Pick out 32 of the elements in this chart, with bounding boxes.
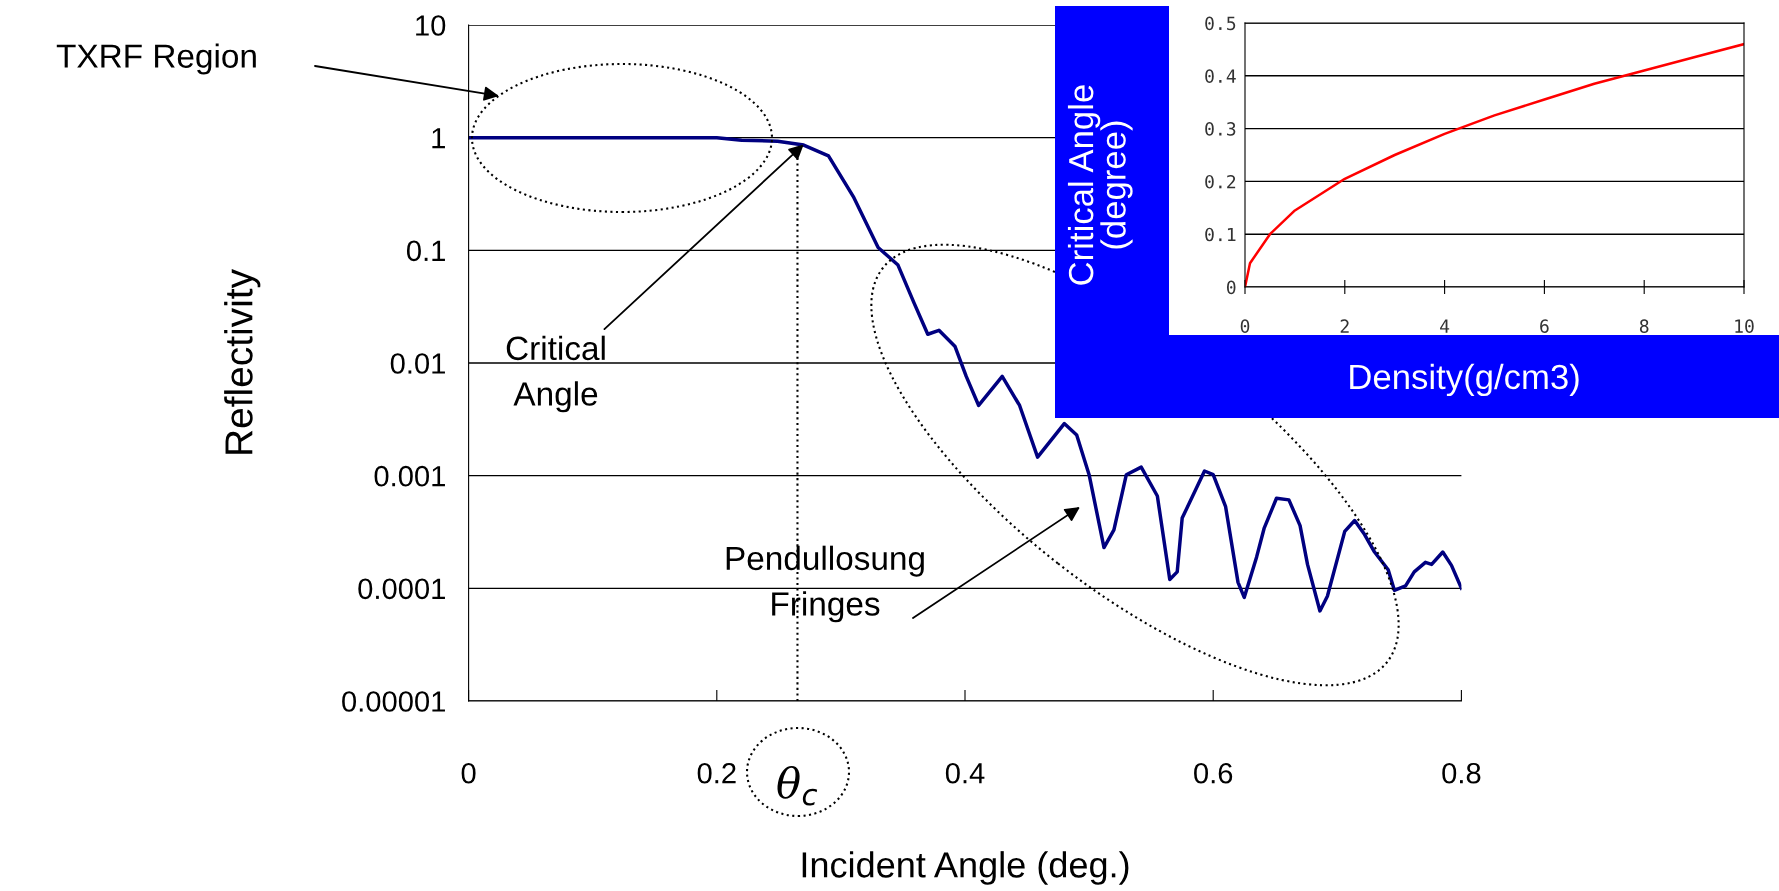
x-tick-label: 4 — [1440, 319, 1450, 333]
x-tick-label: 0.4 — [945, 762, 985, 784]
annotation: Critical Angle — [506, 335, 605, 413]
y-tick-label: 0.01 — [390, 353, 445, 374]
x-tick-label: 0.8 — [1442, 762, 1481, 784]
x-tick-label: 0 — [1240, 319, 1250, 334]
y-tick-label: 0.2 — [1205, 174, 1236, 189]
x-tick-label: 8 — [1639, 319, 1649, 334]
y-tick-label: 0.00001 — [342, 691, 445, 712]
x-axis-title: Density(g/cm3) — [1350, 363, 1579, 397]
y-tick-label: 10 — [416, 15, 446, 36]
x-tick-label: 2 — [1340, 319, 1349, 333]
y-tick-label: 0.1 — [406, 240, 445, 262]
y-tick-label: 0.5 — [1205, 16, 1236, 31]
x-tick-label: 0.2 — [697, 762, 736, 784]
y-tick-label: 0.3 — [1205, 122, 1236, 136]
x-tick-label: 0 — [461, 762, 476, 784]
y-tick-label: 0.1 — [1205, 227, 1236, 242]
y-tick-label: 0 — [1226, 280, 1236, 295]
y-tick-label: 0.0001 — [358, 578, 445, 600]
y-axis-title: Reflectivity — [224, 269, 261, 454]
x-tick-label: 10 — [1735, 319, 1754, 334]
ref-line-label: θ$_{c}$ — [777, 766, 818, 806]
y-tick-label: 0.4 — [1205, 69, 1236, 83]
x-tick-label: 0.6 — [1194, 762, 1233, 784]
y-axis-title: Critical Angle (degree) — [1067, 85, 1133, 285]
y-tick-label: 0.001 — [374, 465, 445, 487]
annotation: Pendullosung Fringes — [726, 545, 924, 623]
x-tick-label: 6 — [1540, 319, 1549, 334]
y-tick-label: 1 — [432, 128, 445, 149]
text: TXRF Region — [56, 43, 256, 75]
x-axis-title: Incident Angle (deg.) — [802, 851, 1129, 885]
